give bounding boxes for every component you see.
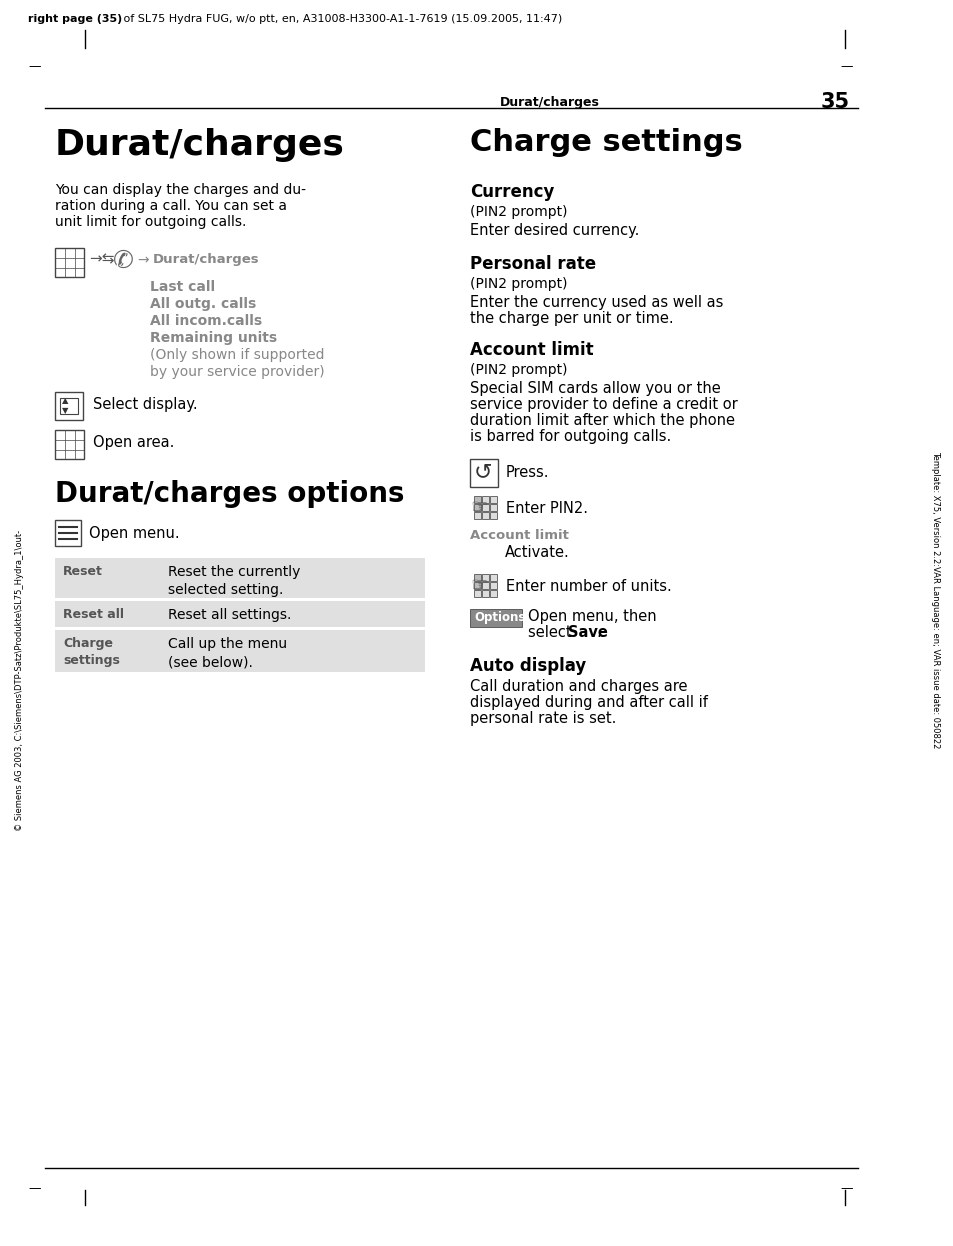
Text: ▼: ▼ [62, 406, 69, 415]
Text: Charge
settings: Charge settings [63, 637, 120, 667]
Text: ▲: ▲ [62, 396, 69, 405]
Text: Personal rate: Personal rate [470, 255, 596, 273]
Bar [490, 512, 497, 520]
Text: Template: X75, Version 2.2:VAR Language: en; VAR issue date: 050822: Template: X75, Version 2.2:VAR Language:… [930, 451, 940, 749]
Bar [470, 459, 497, 487]
Text: of SL75 Hydra FUG, w/o ptt, en, A31008-H3300-A1-1-7619 (15.09.2005, 11:47): of SL75 Hydra FUG, w/o ptt, en, A31008-H… [120, 14, 561, 24]
Bar [55, 392, 83, 420]
Bar [474, 574, 480, 581]
Text: ✆: ✆ [112, 249, 133, 273]
Text: (PIN2 prompt): (PIN2 prompt) [470, 277, 567, 292]
Bar [474, 512, 480, 520]
Text: duration limit after which the phone: duration limit after which the phone [470, 412, 734, 427]
Text: (PIN2 prompt): (PIN2 prompt) [470, 363, 567, 378]
Text: Reset all: Reset all [63, 608, 124, 621]
Text: the charge per unit or time.: the charge per unit or time. [470, 312, 673, 326]
Text: © Siemens AG 2003, C:\Siemens\DTP-Satz\Produkte\SL75_Hydra_1\out-: © Siemens AG 2003, C:\Siemens\DTP-Satz\P… [15, 530, 25, 831]
Text: (Only shown if supported: (Only shown if supported [150, 348, 324, 363]
Text: Call up the menu
(see below).: Call up the menu (see below). [168, 637, 287, 669]
Bar [55, 630, 424, 672]
Bar [490, 496, 497, 503]
Text: Press.: Press. [505, 465, 549, 480]
Text: Remaining units: Remaining units [150, 331, 276, 345]
Bar [55, 558, 424, 598]
Text: Durat/charges options: Durat/charges options [55, 480, 404, 508]
Text: ☞: ☞ [470, 498, 487, 517]
Bar [474, 503, 480, 511]
Text: —: — [28, 1182, 40, 1195]
Text: .: . [596, 625, 600, 640]
Text: Last call: Last call [150, 280, 214, 294]
Text: select: select [527, 625, 576, 640]
Text: Currency: Currency [470, 183, 554, 201]
Bar [490, 503, 497, 511]
Text: Special SIM cards allow you or the: Special SIM cards allow you or the [470, 381, 720, 396]
Text: service provider to define a credit or: service provider to define a credit or [470, 397, 737, 412]
Bar [490, 574, 497, 581]
Bar [55, 520, 81, 546]
Text: 35: 35 [820, 92, 849, 112]
Text: Save: Save [567, 625, 607, 640]
Bar [481, 512, 489, 520]
Text: Charge settings: Charge settings [470, 128, 742, 157]
Text: Reset all settings.: Reset all settings. [168, 608, 291, 622]
Text: is barred for outgoing calls.: is barred for outgoing calls. [470, 429, 671, 444]
Bar [481, 574, 489, 581]
Text: (PIN2 prompt): (PIN2 prompt) [470, 206, 567, 219]
Bar [470, 609, 521, 627]
Bar [481, 496, 489, 503]
Text: Enter desired currency.: Enter desired currency. [470, 223, 639, 238]
Text: Enter the currency used as well as: Enter the currency used as well as [470, 295, 722, 310]
Bar [481, 582, 489, 589]
Text: —: — [28, 60, 40, 74]
Text: ↺: ↺ [474, 462, 492, 482]
Bar [60, 397, 78, 414]
Bar [55, 248, 84, 277]
Text: All incom.calls: All incom.calls [150, 314, 262, 328]
Bar [490, 582, 497, 589]
Text: ☞: ☞ [470, 576, 487, 596]
Text: displayed during and after call if: displayed during and after call if [470, 695, 707, 710]
Text: Call duration and charges are: Call duration and charges are [470, 679, 687, 694]
Text: right page (35): right page (35) [28, 14, 122, 24]
Bar [55, 601, 424, 627]
Text: by your service provider): by your service provider) [150, 365, 324, 379]
Bar [481, 503, 489, 511]
Bar [474, 582, 480, 589]
Text: ration during a call. You can set a: ration during a call. You can set a [55, 199, 287, 213]
Text: Activate.: Activate. [504, 545, 569, 559]
Text: Durat/charges: Durat/charges [152, 253, 259, 265]
Text: —: — [840, 60, 852, 74]
Text: Reset: Reset [63, 564, 103, 578]
Bar [490, 591, 497, 597]
Text: Durat/charges: Durat/charges [55, 128, 345, 162]
Bar [55, 430, 84, 459]
Text: →⇆: →⇆ [89, 250, 114, 265]
Text: Enter number of units.: Enter number of units. [505, 579, 671, 594]
Bar [481, 591, 489, 597]
Text: Account limit: Account limit [470, 341, 593, 359]
Text: All outg. calls: All outg. calls [150, 297, 256, 312]
Text: Account limit: Account limit [470, 530, 568, 542]
Text: personal rate is set.: personal rate is set. [470, 711, 616, 726]
Bar [474, 591, 480, 597]
Text: Open area.: Open area. [92, 435, 174, 450]
Text: →: → [137, 253, 149, 267]
Text: Enter PIN2.: Enter PIN2. [505, 501, 587, 516]
Text: Open menu.: Open menu. [89, 526, 179, 541]
Bar [474, 496, 480, 503]
Text: Options: Options [474, 611, 525, 624]
Text: Auto display: Auto display [470, 657, 586, 675]
Text: unit limit for outgoing calls.: unit limit for outgoing calls. [55, 216, 246, 229]
Text: Open menu, then: Open menu, then [527, 609, 656, 624]
Text: Reset the currently
selected setting.: Reset the currently selected setting. [168, 564, 300, 597]
Text: Select display.: Select display. [92, 397, 197, 412]
Text: —: — [840, 1182, 852, 1195]
Text: You can display the charges and du-: You can display the charges and du- [55, 183, 306, 197]
Text: Durat/charges: Durat/charges [499, 96, 599, 108]
